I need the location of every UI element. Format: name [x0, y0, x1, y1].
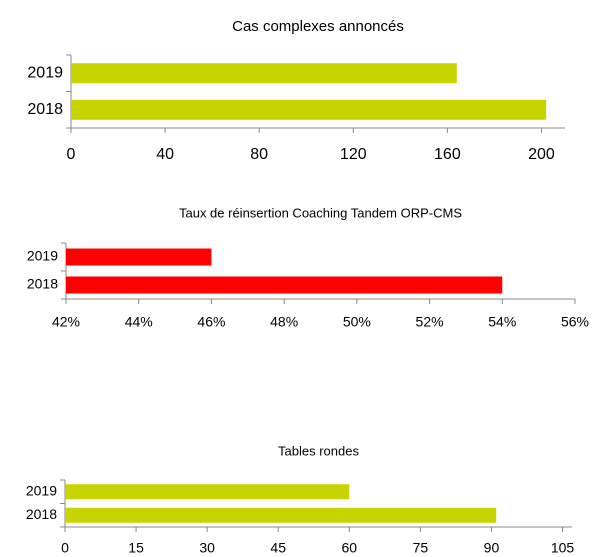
bar [65, 484, 350, 500]
chart-title: Tables rondes [278, 443, 359, 458]
x-tick-label: 105 [551, 540, 575, 556]
bar [65, 507, 497, 523]
bar [71, 99, 547, 120]
x-tick-label: 44% [125, 314, 153, 330]
y-tick-label: 2019 [26, 482, 57, 498]
chart-title: Taux de réinsertion Coaching Tandem ORP-… [179, 205, 462, 220]
x-tick-label: 15 [128, 540, 144, 556]
x-tick-label: 200 [528, 146, 555, 163]
x-tick-label: 80 [250, 146, 268, 163]
x-tick-label: 30 [199, 540, 215, 556]
x-tick-label: 50% [343, 314, 371, 330]
x-tick-label: 56% [561, 314, 589, 330]
y-tick-label: 2018 [26, 506, 57, 522]
bar [66, 248, 212, 266]
y-tick-label: 2018 [27, 101, 63, 118]
x-tick-label: 40 [156, 146, 174, 163]
x-tick-label: 48% [270, 314, 298, 330]
y-tick-label: 2019 [27, 248, 58, 264]
x-tick-label: 90 [484, 540, 500, 556]
bar [66, 276, 503, 294]
x-tick-label: 0 [61, 540, 69, 556]
x-tick-label: 42% [52, 314, 80, 330]
x-tick-label: 120 [340, 146, 367, 163]
x-tick-label: 0 [67, 146, 76, 163]
x-tick-label: 75 [413, 540, 429, 556]
x-tick-label: 52% [416, 314, 444, 330]
x-tick-label: 60 [342, 540, 358, 556]
chart-title: Cas complexes annoncés [232, 18, 404, 35]
x-tick-label: 54% [488, 314, 516, 330]
x-tick-label: 46% [197, 314, 225, 330]
y-tick-label: 2018 [27, 276, 58, 292]
bar [71, 63, 457, 84]
y-tick-label: 2019 [27, 64, 63, 81]
x-tick-label: 45 [270, 540, 286, 556]
x-tick-label: 160 [434, 146, 461, 163]
